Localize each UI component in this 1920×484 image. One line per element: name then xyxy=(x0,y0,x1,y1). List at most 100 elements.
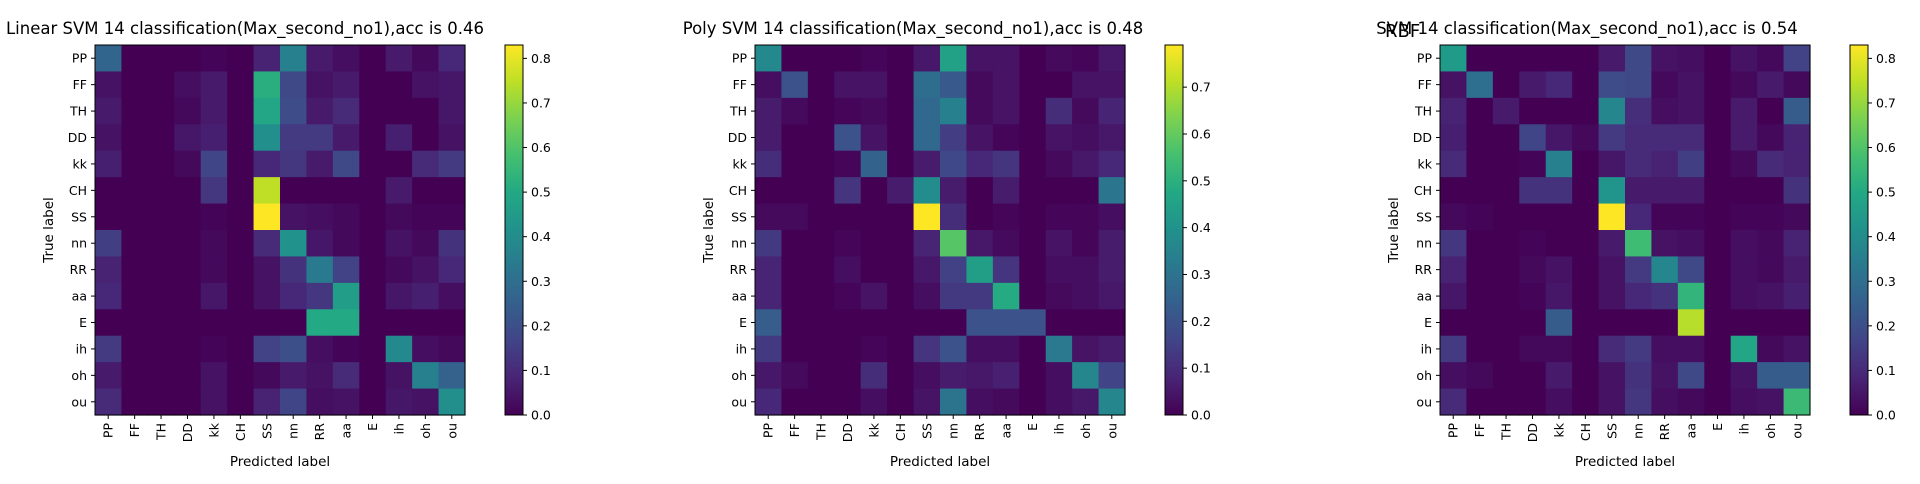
x-tick-label: RR xyxy=(312,423,327,441)
x-tick-label: FF xyxy=(787,423,802,437)
heatmap-cell xyxy=(1519,282,1547,310)
heatmap-cell xyxy=(306,97,334,125)
heatmap-cell xyxy=(1466,71,1494,99)
heatmap-cell xyxy=(147,177,175,205)
heatmap-cell xyxy=(860,71,888,99)
heatmap-cell xyxy=(438,203,466,231)
heatmap-cell xyxy=(1519,309,1547,337)
heatmap-cell xyxy=(1783,256,1811,284)
heatmap-cell xyxy=(834,203,862,231)
heatmap-cell xyxy=(306,256,334,284)
colorbar-tick-label: 0.7 xyxy=(1876,95,1896,110)
heatmap-cell xyxy=(174,335,202,363)
heatmap-cell xyxy=(781,45,809,73)
heatmap-cell xyxy=(940,335,968,363)
heatmap-cell xyxy=(1545,97,1573,125)
heatmap-cell xyxy=(1651,203,1679,231)
heatmap-cell xyxy=(1730,335,1758,363)
heatmap-cell xyxy=(1783,362,1811,390)
heatmap-cell xyxy=(227,230,255,258)
heatmap-cell xyxy=(1572,388,1600,416)
heatmap-cell xyxy=(781,97,809,125)
heatmap-cell xyxy=(1677,71,1705,99)
heatmap-cell xyxy=(992,256,1020,284)
heatmap-cell xyxy=(1651,230,1679,258)
x-tick-label: PP xyxy=(761,423,776,439)
heatmap-cell xyxy=(755,230,783,258)
heatmap-cell xyxy=(332,309,360,337)
heatmap-cell xyxy=(807,97,835,125)
heatmap-cell xyxy=(1466,388,1494,416)
heatmap-cell xyxy=(359,309,387,337)
heatmap-cell xyxy=(1045,124,1073,152)
heatmap-cell xyxy=(385,150,413,178)
heatmap-cell xyxy=(359,71,387,99)
heatmap-cell xyxy=(940,97,968,125)
heatmap-cell xyxy=(332,45,360,73)
heatmap-cell xyxy=(1651,309,1679,337)
heatmap-cell xyxy=(280,362,308,390)
heatmap-cell xyxy=(121,230,149,258)
x-tick-label: kk xyxy=(866,422,881,437)
heatmap-cell xyxy=(1572,362,1600,390)
heatmap-cell xyxy=(438,97,466,125)
heatmap-cell xyxy=(1519,124,1547,152)
y-tick-label: aa xyxy=(1417,289,1432,304)
heatmap-cell xyxy=(755,124,783,152)
heatmap-cell xyxy=(332,230,360,258)
heatmap-cell xyxy=(438,177,466,205)
heatmap-cell xyxy=(1783,97,1811,125)
heatmap-cell xyxy=(940,309,968,337)
heatmap-cell xyxy=(306,282,334,310)
y-tick-label: nn xyxy=(71,236,87,251)
heatmap-cell xyxy=(385,45,413,73)
heatmap-cell xyxy=(1492,362,1520,390)
x-tick-label: ou xyxy=(1104,423,1119,439)
heatmap-cell xyxy=(1098,362,1126,390)
heatmap-cell xyxy=(253,71,281,99)
heatmap-cell xyxy=(412,256,440,284)
heatmap-cell xyxy=(95,203,123,231)
heatmap-cell xyxy=(807,388,835,416)
heatmap-cell xyxy=(1519,203,1547,231)
heatmap-cell xyxy=(1677,388,1705,416)
heatmap-cell xyxy=(1704,362,1732,390)
x-tick-label: CH xyxy=(233,423,248,441)
heatmap-cell xyxy=(887,362,915,390)
heatmap-cell xyxy=(1466,177,1494,205)
heatmap-cell xyxy=(1651,45,1679,73)
heatmap-cell xyxy=(807,282,835,310)
x-tick-label: ou xyxy=(1789,423,1804,439)
heatmap-cell xyxy=(755,362,783,390)
heatmap-cell xyxy=(860,282,888,310)
heatmap-cell xyxy=(1466,97,1494,125)
y-tick-label: TH xyxy=(729,104,747,119)
heatmap-cell xyxy=(834,362,862,390)
heatmap-cell xyxy=(1598,282,1626,310)
heatmap-cell xyxy=(887,150,915,178)
heatmap-cell xyxy=(1625,335,1653,363)
heatmap-cell xyxy=(1572,45,1600,73)
heatmap-cell xyxy=(1440,362,1468,390)
y-tick-label: DD xyxy=(1413,130,1432,145)
heatmap-cell xyxy=(1045,230,1073,258)
heatmap-cell xyxy=(95,124,123,152)
heatmap-cell xyxy=(306,177,334,205)
colorbar-tick-label: 0.3 xyxy=(531,274,551,289)
heatmap-cell xyxy=(940,45,968,73)
y-axis-label: True label xyxy=(41,197,57,264)
heatmap-cell xyxy=(1572,177,1600,205)
heatmap-cell xyxy=(253,124,281,152)
heatmap-cell xyxy=(1704,71,1732,99)
heatmap-cell xyxy=(1757,177,1785,205)
heatmap-cell xyxy=(1519,335,1547,363)
heatmap-cell xyxy=(1519,388,1547,416)
heatmap-cell xyxy=(781,256,809,284)
heatmap-cell xyxy=(95,282,123,310)
heatmap-cell xyxy=(147,282,175,310)
x-tick-label: E xyxy=(1025,423,1040,431)
heatmap-cell xyxy=(1730,388,1758,416)
heatmap-cell xyxy=(755,150,783,178)
y-tick-label: nn xyxy=(1416,236,1432,251)
heatmap-cell xyxy=(174,388,202,416)
